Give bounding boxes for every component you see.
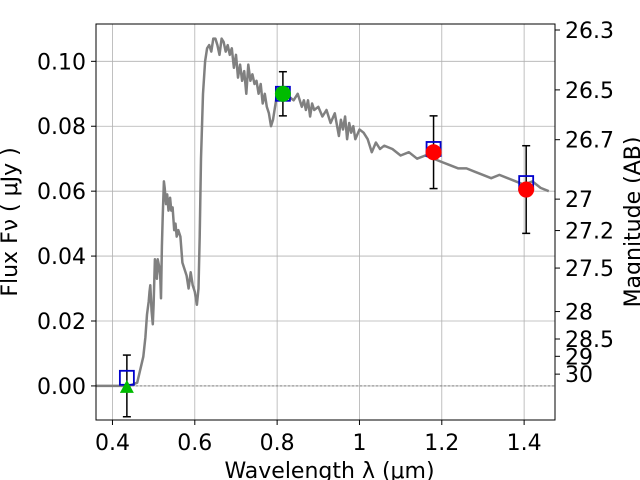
right-tick-label: 26.7 bbox=[565, 129, 614, 154]
observed-flux-point bbox=[425, 144, 442, 161]
observed-markers bbox=[119, 85, 535, 393]
x-tick-label: 1.2 bbox=[424, 431, 459, 456]
right-tick-label: 26.5 bbox=[565, 79, 614, 104]
y-tick-label: 0.10 bbox=[37, 50, 86, 75]
right-axis-label: Magnitude (AB) bbox=[621, 137, 640, 308]
x-tick-label: 1 bbox=[352, 431, 366, 456]
x-tick-label: 1.4 bbox=[507, 431, 542, 456]
spectrum-line bbox=[96, 37, 550, 388]
y-tick-label: 0.08 bbox=[37, 115, 86, 140]
right-tick-label: 28.5 bbox=[565, 328, 614, 353]
upper-limit-triangle bbox=[119, 379, 134, 393]
y-axis-ticks: 0.00 0.02 0.04 0.06 0.08 0.10 bbox=[37, 50, 96, 400]
error-bars bbox=[122, 70, 531, 418]
right-tick-label: 27.5 bbox=[565, 257, 614, 282]
right-tick-label: 27 bbox=[565, 188, 593, 213]
x-axis-label: Wavelength λ (μm) bbox=[224, 459, 434, 480]
right-tick-label: 27.2 bbox=[565, 220, 614, 245]
model-spectrum bbox=[96, 37, 550, 388]
right-tick-label: 28 bbox=[565, 301, 593, 326]
y-tick-label: 0.02 bbox=[37, 310, 86, 335]
right-tick-label: 29 bbox=[565, 345, 593, 370]
grid-lines bbox=[96, 24, 555, 420]
y-tick-label: 0.06 bbox=[37, 180, 86, 205]
observed-flux-point bbox=[518, 181, 535, 198]
x-axis-ticks: 0.4 0.6 0.8 1 1.2 1.4 bbox=[95, 420, 542, 456]
plot-frame bbox=[95, 23, 556, 421]
observed-flux-point bbox=[274, 85, 291, 102]
right-tick-label: 26.3 bbox=[565, 19, 614, 44]
y-tick-label: 0.04 bbox=[37, 245, 86, 270]
x-tick-label: 0.8 bbox=[260, 431, 295, 456]
model-flux-markers bbox=[118, 85, 535, 386]
x-tick-label: 0.6 bbox=[177, 431, 212, 456]
x-tick-label: 0.4 bbox=[95, 431, 130, 456]
y-axis-label: Flux Fν ( μJy ) bbox=[0, 147, 23, 296]
right-tick-label: 30 bbox=[565, 363, 593, 388]
y-tick-label: 0.00 bbox=[37, 375, 86, 400]
